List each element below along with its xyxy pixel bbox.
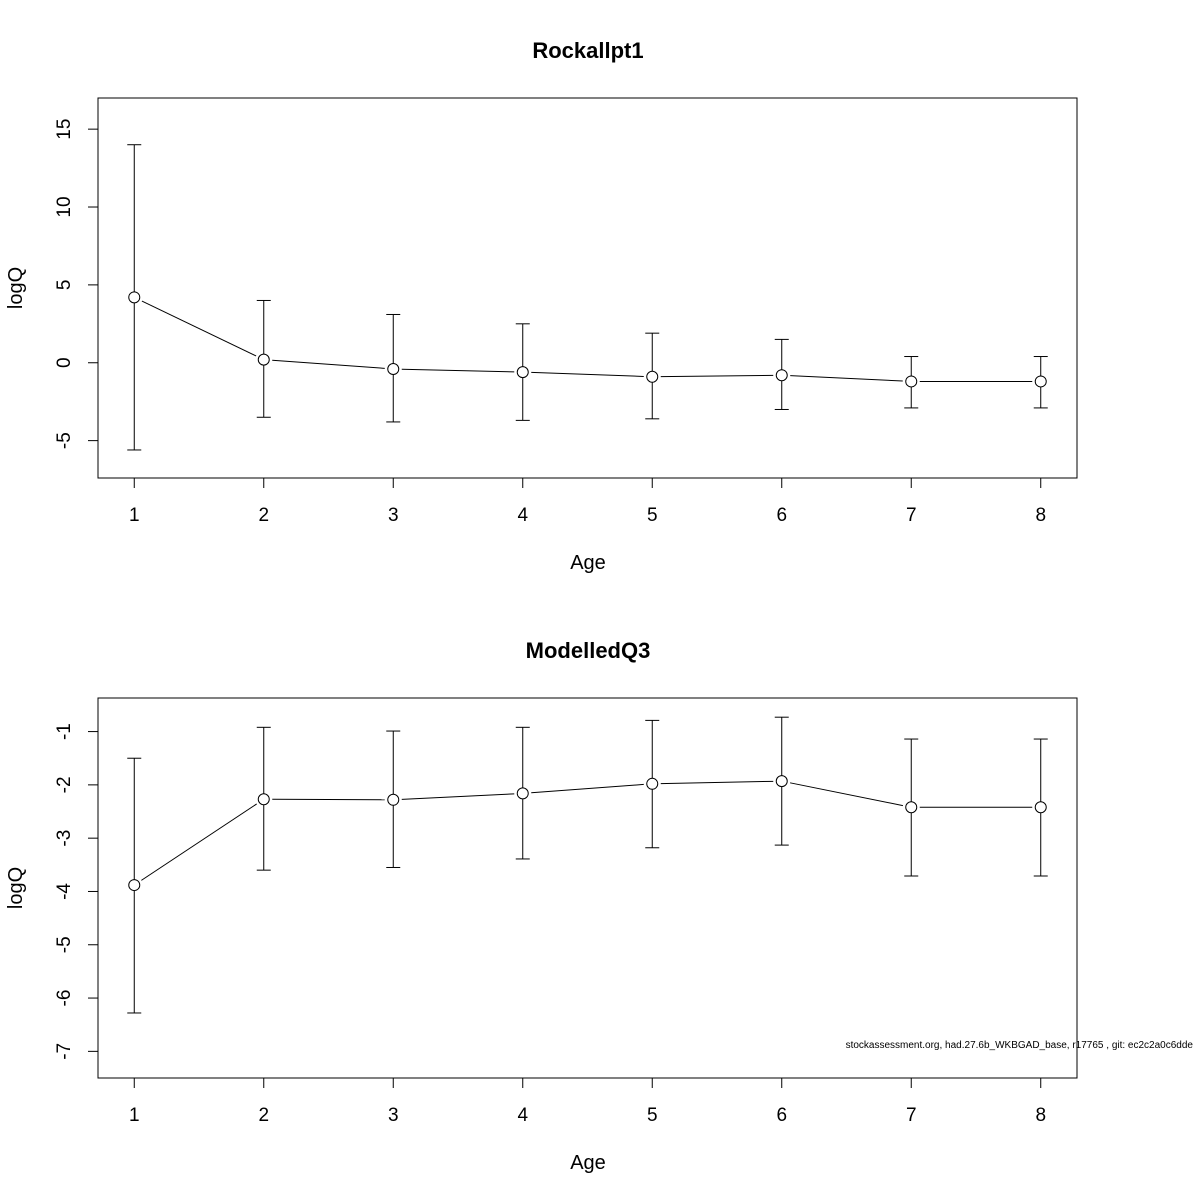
series-line-segment (141, 803, 257, 881)
series-line-segment (272, 359, 385, 369)
x-axis-label: Age (570, 1152, 606, 1174)
chart-rockallpt1: Rockallpt1 1 2 3 4 5 6 7 8 -5 0 5 10 15 Age logQ (5, 38, 1078, 574)
data-point (1034, 801, 1047, 814)
x-tick-label: 4 (517, 1105, 528, 1126)
y-tick-label: 10 (54, 196, 75, 217)
y-tick-label: -7 (54, 1043, 75, 1060)
chart-modelledq3: ModelledQ3 1 2 3 4 5 6 7 8 -7 -6 -5 -4 -3 -2 -1 Age l… (5, 638, 1193, 1174)
data-point (387, 362, 400, 375)
data-point (387, 793, 400, 806)
x-tick-label: 7 (906, 505, 917, 526)
y-tick-label: -3 (54, 830, 75, 847)
y-tick-label: -5 (54, 936, 75, 953)
y-tick-label: -6 (54, 990, 75, 1007)
x-tick-label: 2 (258, 1105, 269, 1126)
data-point (646, 370, 659, 383)
series-line-segment (401, 793, 515, 800)
x-tick-label: 3 (388, 1105, 399, 1126)
data-point (905, 375, 918, 388)
y-tick-label: -2 (54, 776, 75, 793)
footer-text: stockassessment.org, had.27.6b_WKBGAD_ba… (846, 1040, 1194, 1051)
x-tick-label: 8 (1035, 505, 1046, 526)
data-point (775, 369, 788, 382)
x-tick-label: 1 (129, 1105, 140, 1126)
x-tick-label: 2 (258, 505, 269, 526)
data-point (257, 353, 270, 366)
y-tick-label: -1 (54, 723, 75, 740)
x-tick-label: 5 (647, 505, 658, 526)
x-tick-label: 1 (129, 505, 140, 526)
y-tick-label: 15 (54, 119, 75, 140)
series-line-segment (531, 783, 644, 794)
series-line-segment (790, 375, 903, 382)
data-point (128, 879, 141, 892)
y-tick-label: -4 (54, 883, 75, 900)
data-point (516, 366, 529, 379)
x-tick-label: 6 (776, 1105, 787, 1126)
x-tick-label: 3 (388, 505, 399, 526)
chart-title: ModelledQ3 (526, 638, 651, 663)
data-point (646, 777, 659, 790)
y-tick-label: 5 (54, 280, 75, 291)
y-axis-label: logQ (5, 867, 27, 909)
chart-title: Rockallpt1 (532, 38, 643, 63)
data-point (905, 801, 918, 814)
y-axis-label: logQ (5, 267, 27, 309)
series-line-segment (660, 374, 774, 378)
x-tick-label: 6 (776, 505, 787, 526)
y-axis: -5 0 5 10 15 (54, 119, 99, 449)
plot-frame (97, 697, 1078, 1079)
data-point (775, 775, 788, 788)
plot-area (127, 716, 1048, 1014)
series-line-segment (401, 368, 515, 373)
x-axis: 1 2 3 4 5 6 7 8 (129, 1077, 1046, 1126)
data-point (516, 787, 529, 800)
series-line-segment (141, 300, 257, 357)
y-axis: -7 -6 -5 -4 -3 -2 -1 (54, 723, 99, 1060)
data-point (1034, 375, 1047, 388)
data-point (257, 793, 270, 806)
data-point (128, 291, 141, 304)
x-tick-label: 8 (1035, 1105, 1046, 1126)
x-axis: 1 2 3 4 5 6 7 8 (129, 477, 1046, 526)
plot-area (127, 144, 1048, 451)
x-tick-label: 5 (647, 1105, 658, 1126)
x-tick-label: 7 (906, 1105, 917, 1126)
x-tick-label: 4 (517, 505, 528, 526)
y-tick-label: 0 (54, 357, 75, 368)
series-line-segment (531, 371, 644, 377)
y-tick-label: -5 (54, 432, 75, 449)
plot-frame (97, 97, 1078, 479)
series-line-segment (660, 780, 774, 785)
series-line-segment (789, 782, 904, 807)
x-axis-label: Age (570, 552, 606, 574)
